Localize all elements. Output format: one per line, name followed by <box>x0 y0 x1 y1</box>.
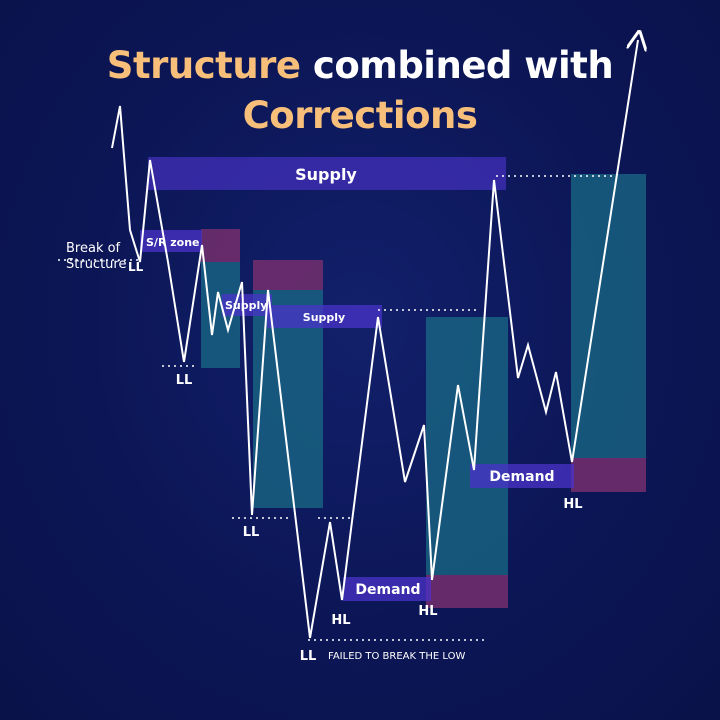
hl-box-magenta <box>571 458 646 492</box>
demand-label-2: Demand <box>489 469 554 485</box>
title-rest: combined with <box>300 44 614 87</box>
failed-to-break-label: FAILED TO BREAK THE LOW <box>328 651 465 662</box>
hl-box-teal <box>571 174 646 458</box>
supply-zone-small-2 <box>267 305 382 328</box>
hl-label-3: HL <box>563 497 582 512</box>
title-line-2: Corrections <box>242 94 478 137</box>
supply-zone-large <box>148 157 506 190</box>
demand-zone-1 <box>343 577 431 601</box>
sr-zone-bar <box>140 230 202 252</box>
hl-label-1: HL <box>331 613 350 628</box>
title-line-1: Structure combined with <box>0 44 720 87</box>
break-of-label: Break of <box>66 241 121 256</box>
hl-label-2: HL <box>418 604 437 619</box>
supply-small-label-2: Supply <box>303 311 345 324</box>
demand-zone-2 <box>470 464 574 488</box>
supply-large-label: Supply <box>295 165 357 184</box>
price-line <box>111 40 638 639</box>
supply-small-label-1: Supply <box>225 299 267 312</box>
ll-label-3: LL <box>243 525 260 540</box>
sr-box-magenta <box>201 229 240 262</box>
title-accent: Structure <box>106 44 301 87</box>
ll-label-2: LL <box>176 373 193 388</box>
demand-label-1: Demand <box>355 582 420 598</box>
demand-box-teal <box>426 317 508 575</box>
demand-box-magenta <box>426 575 508 608</box>
supply-box-magenta <box>253 260 323 290</box>
ll-label-4: LL <box>300 649 317 664</box>
dotted-levels <box>58 175 615 641</box>
ll-label-1: LL <box>128 260 144 274</box>
structure-label: Structure <box>66 257 126 272</box>
sr-zone-label: S/R zone <box>146 236 200 249</box>
